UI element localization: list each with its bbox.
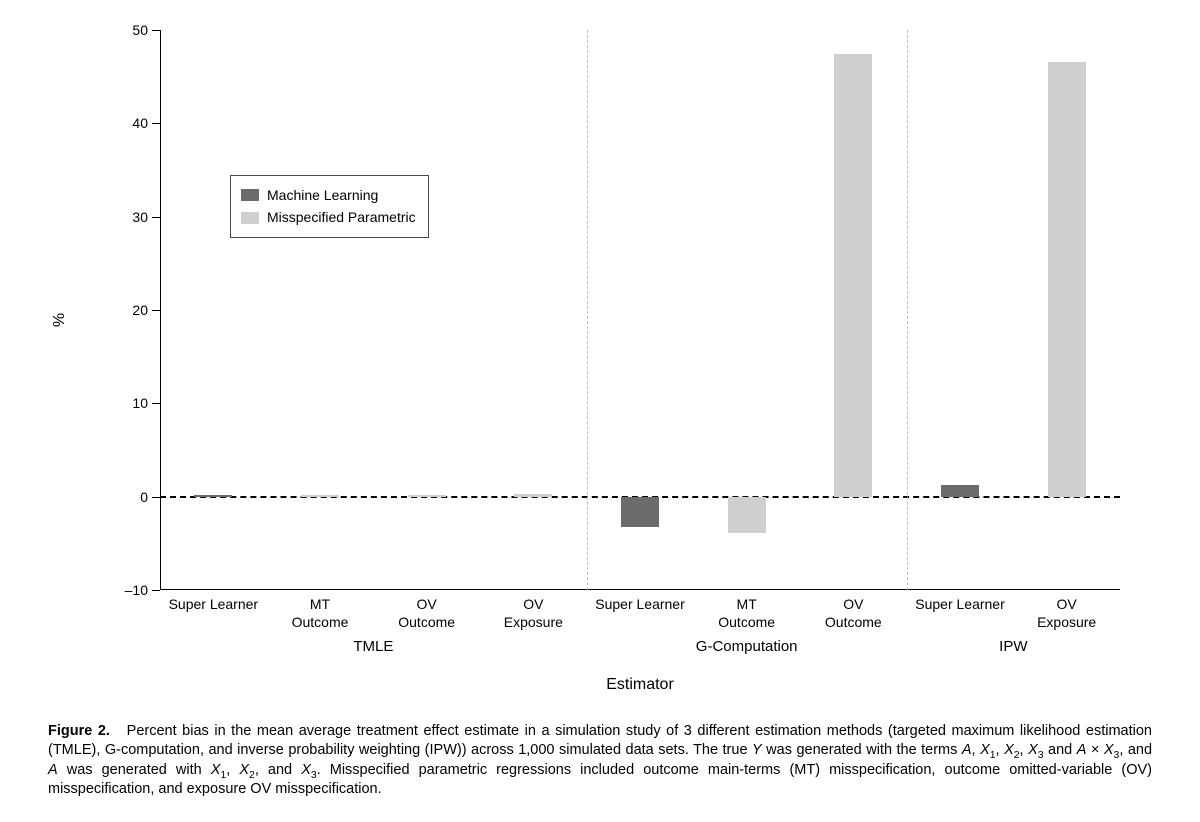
y-tick-label: 0 [140, 489, 148, 505]
legend-item: Machine Learning [241, 184, 416, 206]
group-label: TMLE [353, 638, 393, 655]
figure-caption: Figure 2. Percent bias in the mean avera… [48, 722, 1152, 800]
plot-region: –1001020304050Super LearnerMT OutcomeOV … [160, 30, 1120, 590]
group-separator [587, 30, 588, 590]
bar [941, 485, 979, 497]
category-label: OV Exposure [1037, 590, 1096, 631]
y-tick-label: –10 [125, 582, 148, 598]
y-tick [152, 310, 160, 311]
category-label: Super Learner [169, 590, 259, 614]
category-label: Super Learner [595, 590, 685, 614]
y-tick [152, 217, 160, 218]
category-label: OV Outcome [398, 590, 455, 631]
chart-area: –1001020304050Super LearnerMT OutcomeOV … [120, 20, 1130, 620]
group-separator [907, 30, 908, 590]
legend-swatch [241, 189, 259, 201]
y-tick [152, 497, 160, 498]
y-tick-label: 20 [132, 302, 148, 318]
group-label: G-Computation [696, 638, 798, 655]
category-label: MT Outcome [292, 590, 349, 631]
y-tick [152, 590, 160, 591]
bar [621, 497, 659, 528]
x-axis-label: Estimator [606, 676, 674, 694]
figure-container: –10 0 10 20 30 40 50 Super Learner MT Outcome OV … [0, 0, 1200, 822]
y-tick-label: 40 [132, 115, 148, 131]
y-tick [152, 403, 160, 404]
y-tick-label: 30 [132, 209, 148, 225]
bar [1048, 62, 1086, 497]
bar [728, 497, 766, 533]
bar [301, 495, 339, 496]
group-label: IPW [999, 638, 1027, 655]
legend-label: Misspecified Parametric [267, 206, 416, 228]
category-label: Super Learner [915, 590, 1005, 614]
y-tick-label: 50 [132, 22, 148, 38]
y-tick [152, 30, 160, 31]
legend-label: Machine Learning [267, 184, 378, 206]
bar [834, 54, 872, 496]
figure-label: Figure 2. [48, 723, 110, 739]
bar [408, 495, 446, 496]
figure-caption-body: Percent bias in the mean average treatme… [48, 723, 1152, 798]
bar [194, 495, 232, 496]
category-label: OV Exposure [504, 590, 563, 631]
y-tick [152, 123, 160, 124]
y-axis-line [160, 30, 161, 590]
y-tick-label: 10 [132, 395, 148, 411]
legend: Machine LearningMisspecified Parametric [230, 175, 429, 238]
category-label: MT Outcome [718, 590, 775, 631]
category-label: OV Outcome [825, 590, 882, 631]
bar [514, 494, 552, 496]
legend-swatch [241, 212, 259, 224]
legend-item: Misspecified Parametric [241, 206, 416, 228]
y-axis-label: % [51, 313, 69, 327]
